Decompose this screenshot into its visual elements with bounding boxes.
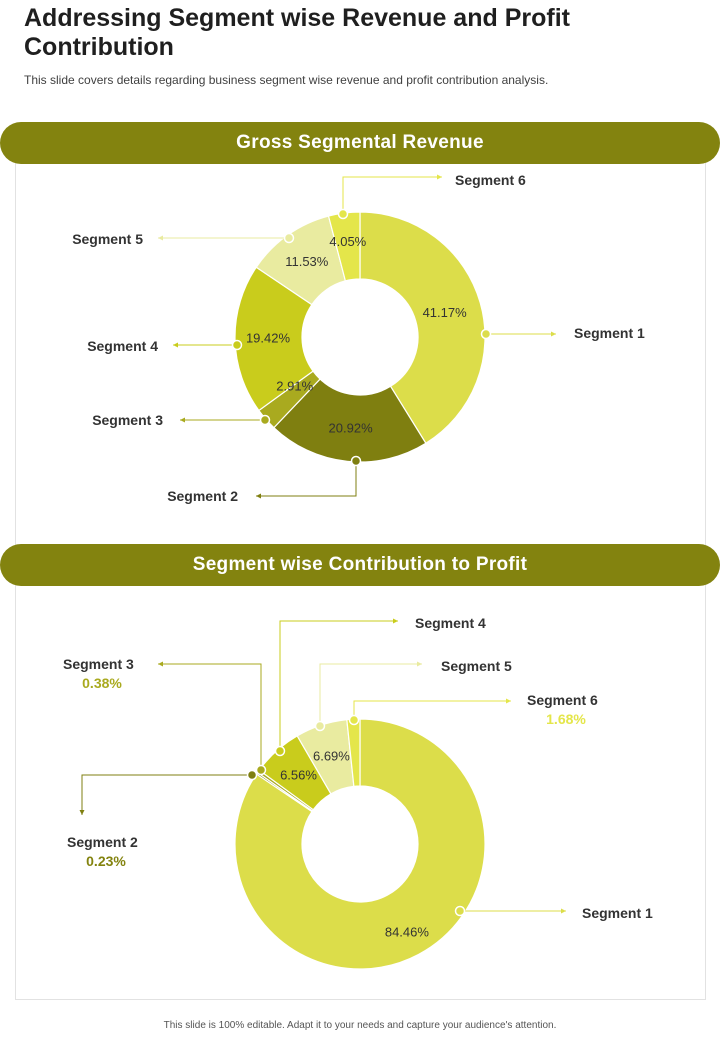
- profit-donut-chart: 84.46% 6.56% 6.69% Segment 1 Segment 2 0.23% S…: [63, 615, 653, 970]
- chart1-value-label-4: 19.42%: [246, 331, 291, 346]
- chart1-segment-label-6: Segment 6: [455, 172, 526, 188]
- chart1-callout-dot-4: [231, 339, 243, 351]
- page-title: Addressing Segment wise Revenue and Prof…: [24, 4, 570, 61]
- chart2-callout-dot-6: [348, 714, 360, 726]
- chart1-callout-dot-5: [283, 232, 295, 244]
- chart1-value-label-2: 20.92%: [329, 421, 374, 436]
- chart1-callout-dot-3: [259, 414, 271, 426]
- chart2-callout-dot-4: [274, 745, 286, 757]
- chart1-value-label-6: 4.05%: [329, 234, 366, 249]
- chart2-value-label-1: 84.46%: [385, 924, 430, 939]
- chart2-segment-label-6: Segment 6: [527, 692, 598, 708]
- chart1-segment-label-1: Segment 1: [574, 325, 645, 341]
- chart1-segment-label-5: Segment 5: [72, 231, 143, 247]
- chart1-value-label-5: 11.53%: [285, 254, 329, 269]
- chart2-segment-label-2: Segment 2: [67, 834, 138, 850]
- chart2-segment-label-3: Segment 3: [63, 656, 134, 672]
- revenue-chart-title: Gross Segmental Revenue: [0, 122, 720, 164]
- chart2-callout-dot-3: [255, 764, 267, 776]
- chart1-slice-4: [234, 266, 314, 412]
- chart1-callout-dot-1: [480, 328, 492, 340]
- chart2-segment-label-1: Segment 1: [582, 905, 653, 921]
- chart2-value-label-5: 6.69%: [313, 749, 350, 764]
- chart2-slice-1: [234, 718, 486, 970]
- chart2-callout-dot-1: [454, 905, 466, 917]
- chart1-slice-1: [359, 211, 486, 445]
- chart2-callout-dot-2: [246, 769, 258, 781]
- chart2-segment-value-6: 1.68%: [546, 711, 586, 727]
- footer-note: This slide is 100% editable. Adapt it to…: [163, 1020, 557, 1031]
- revenue-panel: [15, 143, 706, 552]
- chart1-segment-label-4: Segment 4: [87, 338, 158, 354]
- chart2-segment-value-2: 0.23%: [86, 853, 126, 869]
- chart1-slice-2: [273, 378, 427, 463]
- chart2-callout-dot-5: [314, 720, 326, 732]
- chart1-segment-label-2: Segment 2: [167, 488, 238, 504]
- chart1-segment-label-3: Segment 3: [92, 412, 163, 428]
- chart2-segment-label-4: Segment 4: [415, 615, 486, 631]
- chart2-segment-label-5: Segment 5: [441, 658, 512, 674]
- chart1-value-label-3: 2.91%: [276, 379, 313, 394]
- revenue-donut-chart: 41.17% 20.92% 2.91% 19.42% 11.53%4.05% Segmen…: [72, 172, 645, 504]
- chart2-value-label-4: 6.56%: [280, 768, 317, 783]
- page-subtitle: This slide covers details regarding busi…: [24, 73, 549, 87]
- chart1-callout-dot-6: [337, 208, 349, 220]
- chart1-callout-dot-2: [350, 455, 362, 467]
- chart1-value-label-1: 41.17%: [423, 305, 468, 320]
- chart2-segment-value-3: 0.38%: [82, 675, 122, 691]
- profit-chart-title: Segment wise Contribution to Profit: [0, 544, 720, 586]
